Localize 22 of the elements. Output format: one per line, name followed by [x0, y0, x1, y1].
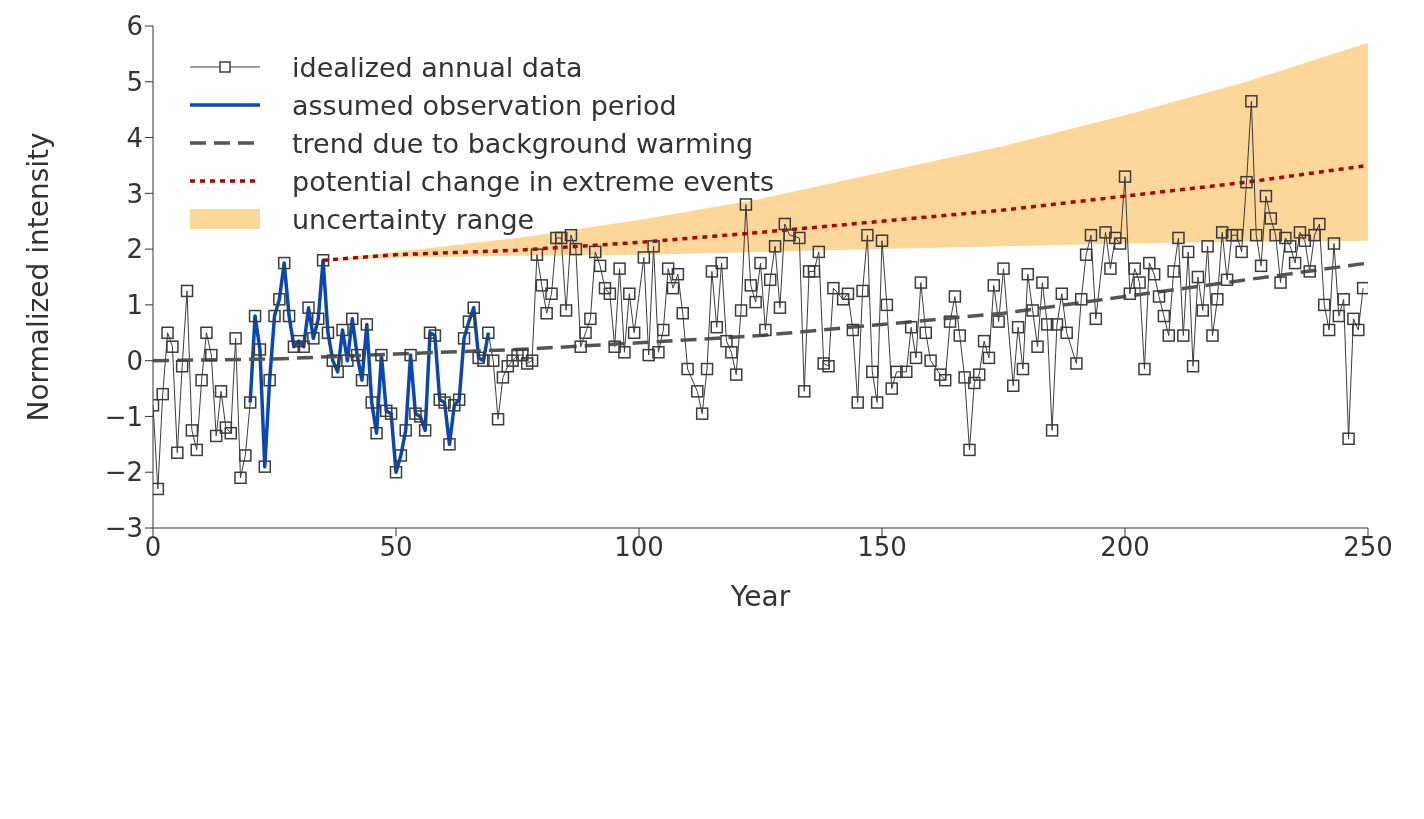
x-tick-label: 50 — [379, 532, 413, 563]
y-tick-label: 2 — [126, 234, 143, 265]
x-tick-label: 100 — [614, 532, 664, 563]
legend-label: potential change in extreme events — [292, 165, 775, 197]
legend-label: idealized annual data — [292, 51, 583, 83]
y-tick-label: 4 — [126, 122, 143, 153]
legend-label: uncertainty range — [292, 203, 535, 235]
y-tick-label: −1 — [104, 401, 143, 432]
y-tick-label: −2 — [104, 457, 143, 488]
legend-label: trend due to background warming — [292, 127, 754, 159]
y-tick-label: 0 — [126, 345, 143, 376]
x-axis-title: Year — [729, 580, 791, 613]
x-tick-label: 250 — [1343, 532, 1393, 563]
legend-label: assumed observation period — [292, 89, 677, 121]
x-tick-label: 200 — [1100, 532, 1150, 563]
y-tick-label: 5 — [126, 67, 143, 98]
x-tick-label: 150 — [857, 532, 907, 563]
y-tick-label: 1 — [126, 290, 143, 321]
y-axis-title: Normalized intensity — [21, 132, 55, 422]
y-tick-label: −3 — [104, 513, 143, 544]
y-tick-label: 3 — [126, 178, 143, 209]
y-tick-label: 6 — [126, 11, 143, 42]
